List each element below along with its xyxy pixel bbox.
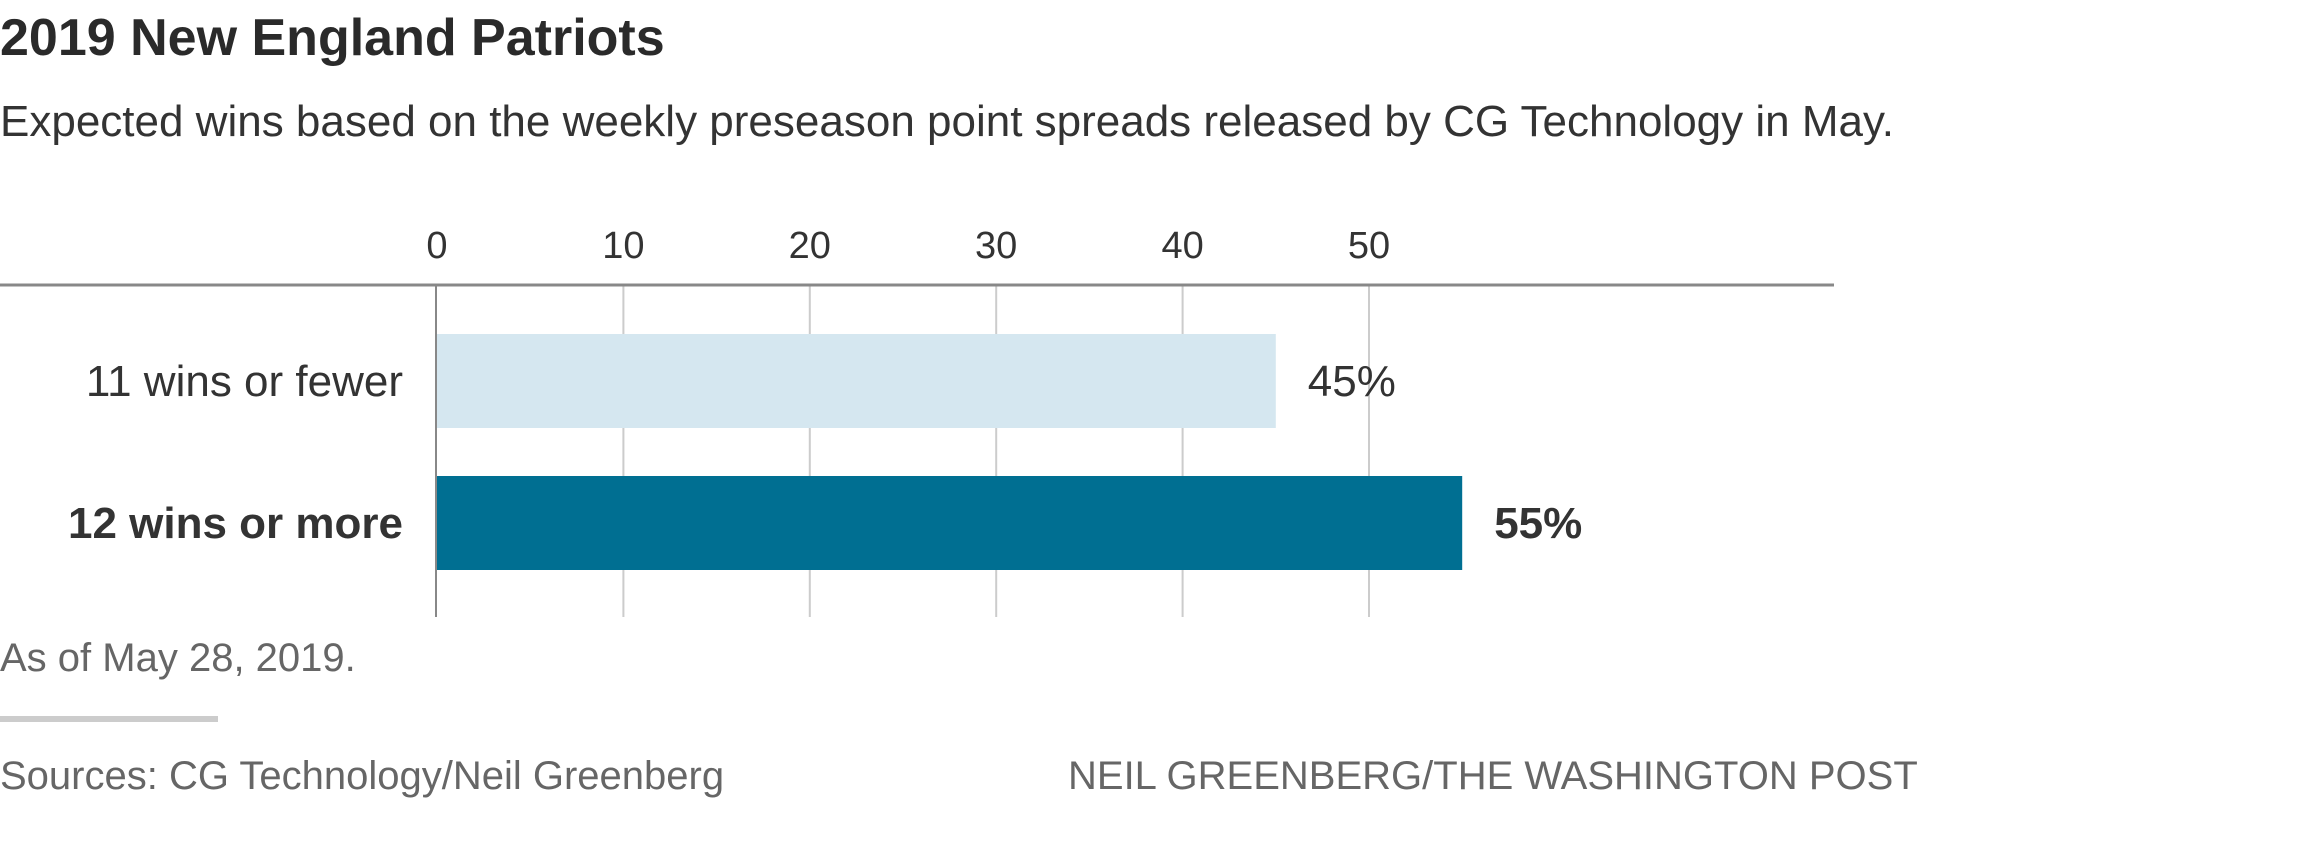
- category-label: 11 wins or fewer: [86, 357, 403, 406]
- date-note: As of May 28, 2019.: [0, 636, 356, 680]
- x-tick-label: 30: [975, 225, 1017, 267]
- x-tick-label: 0: [426, 225, 447, 267]
- credit-text: NEIL GREENBERG/THE WASHINGTON POST: [1068, 754, 1918, 798]
- divider: [0, 716, 218, 722]
- chart-title: 2019 New England Patriots: [0, 9, 665, 67]
- bar: [437, 476, 1463, 570]
- bar: [437, 334, 1276, 428]
- chart-subtitle: Expected wins based on the weekly presea…: [0, 97, 1894, 146]
- source-text: Sources: CG Technology/Neil Greenberg: [0, 754, 725, 798]
- category-label: 12 wins or more: [68, 499, 403, 548]
- x-tick-label: 40: [1161, 225, 1203, 267]
- value-label: 55%: [1494, 499, 1582, 548]
- x-tick-label: 20: [789, 225, 831, 267]
- x-tick-label: 50: [1348, 225, 1390, 267]
- x-tick-label: 10: [602, 225, 644, 267]
- value-label: 45%: [1308, 357, 1396, 406]
